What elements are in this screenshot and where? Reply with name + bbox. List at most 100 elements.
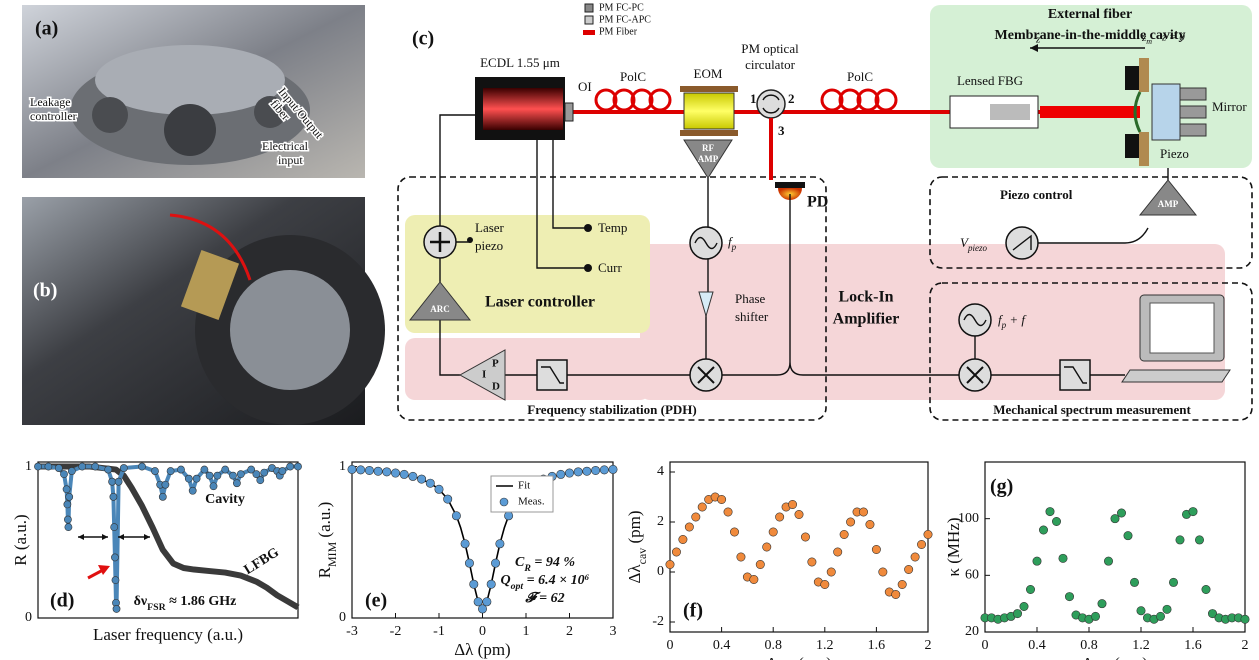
data-point (679, 535, 687, 543)
connector (584, 224, 592, 232)
data-point (465, 559, 473, 567)
label: External fiber (1048, 7, 1132, 22)
diagram: (c) PM FC-PC PM FC-APC PM Fiber ECDL 1.5… (398, 2, 1252, 420)
data-point (417, 475, 425, 483)
data-point (1059, 554, 1067, 562)
label: circulator (745, 57, 795, 72)
x-tick-label: 1.2 (1132, 638, 1150, 653)
label: Phase (735, 291, 766, 306)
panel-label: (c) (412, 28, 434, 50)
data-point (222, 466, 229, 473)
panel-label: (e) (365, 590, 387, 612)
eom-plate (680, 130, 738, 136)
y-tick-label: 1 (25, 459, 32, 474)
data-point (233, 480, 240, 487)
data-point (1189, 507, 1197, 515)
photo-label: Electrical (262, 139, 309, 153)
data-point (92, 463, 99, 470)
legend-label: Meas. (518, 496, 545, 508)
y-tick-label: 2 (657, 514, 664, 529)
label: D (492, 381, 500, 393)
x-tick-label: 2 (566, 624, 573, 639)
panel-label: (g) (990, 476, 1013, 498)
x-tick-label: 0 (479, 624, 486, 639)
label: RF (702, 143, 714, 153)
data-point (185, 475, 192, 482)
label: p (731, 242, 737, 252)
y-axis-label-part: cav (635, 548, 649, 565)
legend-label: PM FC-PC (599, 2, 644, 13)
panel-label: (d) (50, 590, 74, 612)
data-point (64, 516, 71, 523)
annotation: CR = 94 % (515, 555, 575, 574)
data-point (1098, 599, 1106, 607)
annotation: Qopt = 6.4 × 10⁶ (501, 573, 590, 592)
fbg-grating (990, 104, 1030, 120)
data-point (609, 465, 617, 473)
data-point (63, 486, 70, 493)
x-axis-label-part: (μm) (794, 654, 832, 660)
label: P (492, 358, 499, 370)
label: Temp (598, 220, 627, 235)
mount (1180, 124, 1206, 136)
data-point (1117, 509, 1125, 517)
label: ECDL 1.55 μm (480, 55, 560, 70)
label: Mirror (1212, 99, 1247, 114)
x-axis-label: Laser frequency (a.u.) (93, 625, 243, 644)
data-point (257, 477, 264, 484)
legend-icon (583, 30, 595, 35)
x-tick-label: -1 (433, 624, 445, 639)
screen (1150, 303, 1214, 353)
label: I (482, 369, 486, 381)
data-point (206, 472, 213, 479)
data-point (1020, 602, 1028, 610)
y-tick-label: 0 (339, 610, 346, 625)
data-point (159, 493, 166, 500)
x-tick-label: 1.6 (868, 638, 886, 653)
annotation-part: Q (501, 573, 511, 588)
label: Piezo (1160, 146, 1189, 161)
label: + f (1006, 312, 1027, 327)
annotation-part: δν (134, 594, 148, 609)
label: OI (578, 79, 592, 94)
label: AMP (1158, 199, 1179, 209)
y-axis-label-part: MIM (325, 541, 339, 567)
y-tick-label: 0 (657, 564, 664, 579)
y-tick-label: 1 (339, 459, 346, 474)
data-point (801, 533, 809, 541)
label: Lock-In (838, 289, 893, 306)
polc (596, 90, 670, 110)
data-point (79, 463, 86, 470)
legend-swatch (500, 498, 508, 506)
annotation-part: opt (511, 581, 524, 592)
series-line (38, 467, 298, 608)
data-point (840, 530, 848, 538)
cylinder-face (230, 270, 350, 390)
connector (584, 264, 592, 272)
x-tick-label: 3 (610, 624, 617, 639)
y-axis-label-part: R (315, 566, 334, 578)
y-tick-label: -2 (652, 614, 664, 629)
data-point (105, 466, 112, 473)
data-point (470, 580, 478, 588)
data-point (113, 605, 120, 612)
label: PolC (620, 69, 646, 84)
mount (1180, 88, 1206, 100)
x-tick-label: 0 (982, 638, 989, 653)
data-point (685, 523, 693, 531)
annotation: Cavity (205, 492, 245, 507)
data-point (365, 466, 373, 474)
label: shifter (735, 309, 769, 324)
data-point (374, 467, 382, 475)
y-axis-label: R (a.u.) (11, 514, 30, 565)
data-point (917, 540, 925, 548)
data-point (68, 467, 75, 474)
port-label: 1 (750, 91, 757, 106)
data-point (452, 512, 460, 520)
data-point (34, 463, 41, 470)
x-axis-label-part: (μm) (1110, 654, 1148, 660)
piezo (1139, 132, 1149, 166)
data-point (859, 508, 867, 516)
data-point (1039, 526, 1047, 534)
data-point (911, 553, 919, 561)
